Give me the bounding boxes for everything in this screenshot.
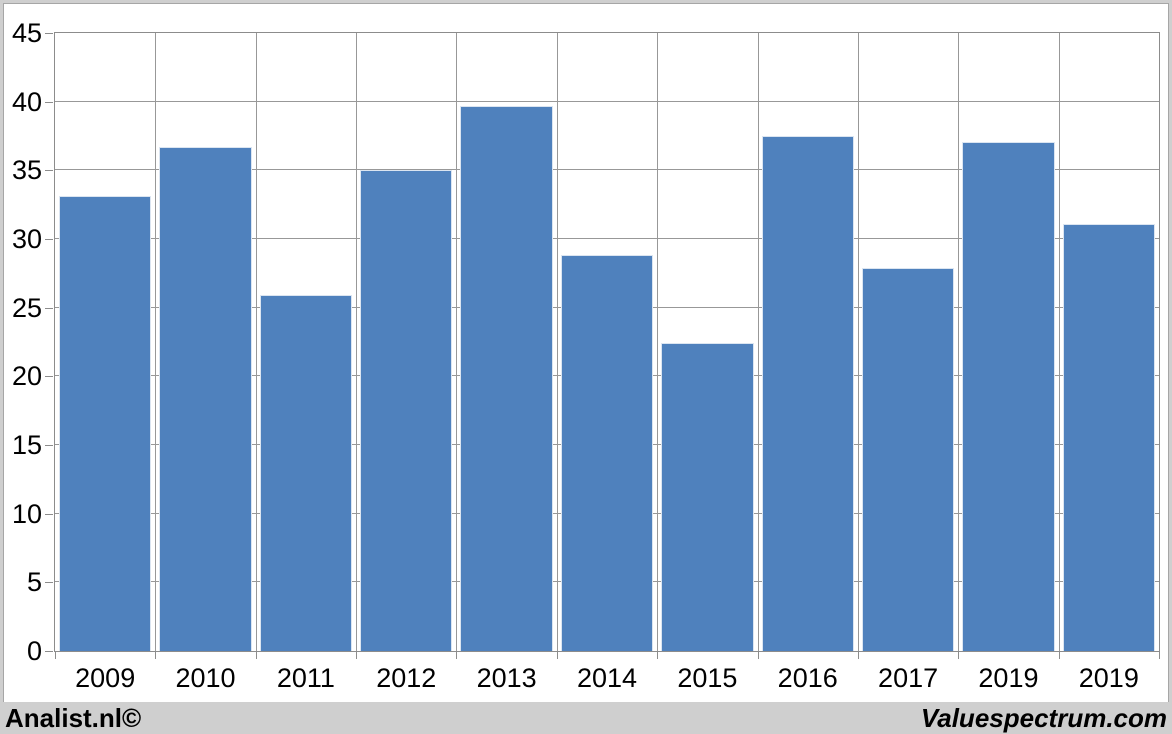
x-axis-label-6-2015: 2015: [677, 663, 738, 693]
y-axis-tick: [45, 170, 53, 172]
bar-5-2014: [560, 255, 654, 651]
x-axis-tick: [155, 652, 157, 659]
bar-4-2013: [460, 105, 553, 651]
x-axis-label-10-2019: 2019: [1078, 663, 1139, 693]
x-axis-tick: [456, 652, 458, 659]
vertical-gridline: [857, 33, 859, 651]
horizontal-gridline-35: [55, 169, 1159, 171]
x-axis-tick: [958, 652, 960, 659]
vertical-gridline: [356, 33, 358, 651]
x-axis-tick: [1058, 652, 1060, 659]
bar-0-2009: [59, 196, 152, 651]
vertical-gridline: [1058, 33, 1060, 651]
vertical-gridline: [255, 33, 257, 651]
vertical-gridline: [556, 33, 558, 651]
bar-9-2019: [962, 141, 1055, 651]
y-axis-tick: [45, 513, 53, 515]
y-axis-tick: [45, 651, 53, 652]
y-axis-label-20: 20: [11, 361, 42, 392]
x-axis-label-3-2012: 2012: [376, 663, 437, 693]
x-axis-tick: [1159, 652, 1160, 659]
y-axis-label-5: 5: [26, 567, 42, 598]
y-axis-label-45: 45: [11, 18, 42, 48]
x-axis-label-1-2010: 2010: [175, 663, 236, 693]
x-axis-tick: [55, 652, 56, 659]
y-axis-tick: [45, 101, 53, 103]
horizontal-gridline-30: [55, 238, 1159, 239]
vertical-gridline: [155, 33, 157, 651]
x-axis-label-7-2016: 2016: [777, 663, 838, 693]
bar-1-2010: [159, 147, 252, 651]
chart-panel: 0 5 10 15 20 25 30 35 40 45 2009 2010 2011 2012 2013 20…: [3, 3, 1169, 703]
x-axis-label-5-2014: 2014: [576, 663, 638, 693]
y-axis-tick: [45, 376, 53, 378]
y-axis-label-15: 15: [11, 430, 42, 460]
bar-2-2011: [259, 295, 353, 651]
bar-3-2012: [360, 170, 453, 651]
x-axis-label-4-2013: 2013: [476, 663, 537, 693]
x-axis-tick: [657, 652, 659, 659]
x-axis-tick: [356, 652, 358, 659]
x-axis-label-9-2019: 2019: [978, 663, 1039, 693]
attribution-analist: Analist.nl©: [5, 702, 142, 733]
vertical-gridline: [456, 33, 458, 651]
y-axis-tick: [45, 445, 53, 446]
x-axis-tick: [255, 652, 257, 659]
bar-7-2016: [761, 136, 854, 651]
x-axis-tick: [857, 652, 859, 659]
y-axis-label-40: 40: [11, 86, 42, 117]
y-axis-tick: [45, 33, 53, 34]
attribution-valuespectrum: Valuespectrum.com: [920, 702, 1167, 733]
x-axis-tick: [556, 652, 558, 659]
x-axis-tick: [757, 652, 759, 659]
y-axis-label-25: 25: [11, 292, 42, 323]
x-axis-label-0-2009: 2009: [75, 663, 136, 693]
plot-area: [54, 32, 1160, 652]
y-axis-label-10: 10: [11, 498, 42, 529]
bar-6-2015: [661, 343, 754, 651]
y-axis-label-35: 35: [11, 155, 42, 186]
bar-10-2019: [1062, 223, 1155, 651]
horizontal-gridline-40: [55, 100, 1159, 102]
y-axis-tick: [45, 582, 53, 584]
x-axis-label-8-2017: 2017: [878, 663, 939, 693]
y-axis-tick: [45, 239, 53, 240]
y-axis-label-30: 30: [11, 224, 42, 254]
x-axis-label-2-2011: 2011: [276, 663, 335, 693]
footer-bar: Analist.nl© Valuespectrum.com: [0, 702, 1172, 734]
vertical-gridline: [958, 33, 960, 651]
y-axis-tick: [45, 307, 53, 309]
vertical-gridline: [657, 33, 659, 651]
vertical-gridline: [757, 33, 759, 651]
y-axis-label-0: 0: [26, 636, 42, 666]
bar-8-2017: [861, 267, 955, 651]
